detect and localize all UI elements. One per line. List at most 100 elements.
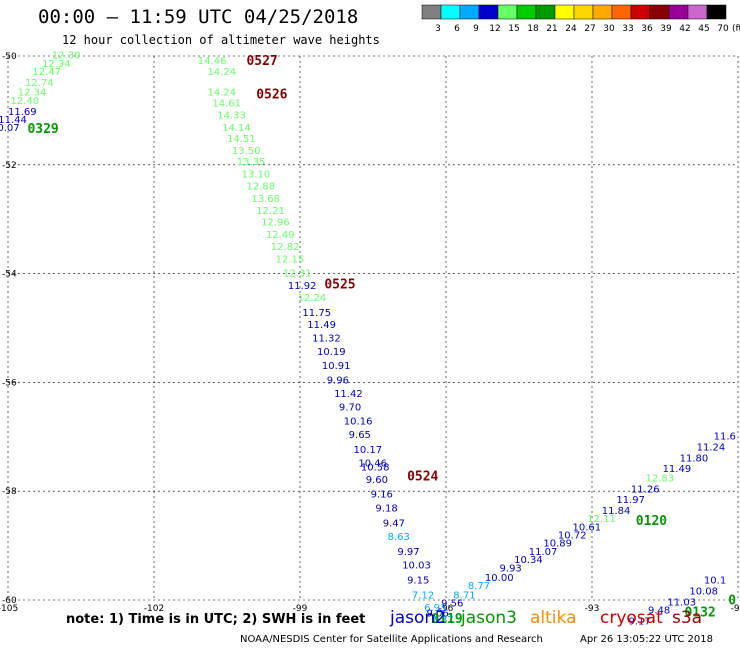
wave-height-label: 8.63: [388, 532, 410, 543]
colorbar-label: 70: [717, 24, 729, 34]
wave-height-label: 11.42: [334, 389, 363, 400]
wave-height-label: 9.56: [441, 599, 463, 610]
wave-height-label: 9.70: [339, 403, 361, 414]
wave-height-label: 14.14: [222, 123, 251, 134]
wave-height-label: 11.92: [288, 281, 317, 292]
colorbar-swatch: [668, 4, 689, 20]
chart-title: 00:00 – 11:59 UTC 04/25/2018: [38, 6, 359, 28]
pass-time-label: 0120: [636, 514, 667, 529]
wave-height-label: 10.89: [543, 539, 572, 550]
colorbar-unit: (ft): [732, 24, 740, 34]
chart-subtitle: 12 hour collection of altimeter wave hei…: [62, 33, 380, 47]
wave-height-label: 11.49: [307, 320, 336, 331]
wave-height-label: 11.07: [529, 547, 558, 558]
y-tick-label: -54: [2, 270, 17, 280]
wave-height-label: 9.15: [407, 576, 429, 587]
colorbar-swatch: [687, 4, 708, 20]
wave-height-label: 12.83: [646, 473, 675, 484]
colorbar-label: 9: [473, 24, 479, 34]
x-tick-label: -105: [0, 604, 18, 614]
colorbar-label: 27: [584, 24, 595, 34]
grid-lines: [7, 55, 739, 601]
wave-height-label: 10.72: [558, 531, 587, 542]
colorbar-label: 36: [641, 24, 653, 34]
y-tick-label: -52: [2, 161, 17, 171]
wave-height-label: 10.08: [689, 587, 718, 598]
wave-height-label: 14.46: [198, 56, 227, 67]
colorbar-swatch: [573, 4, 594, 20]
colorbar-label: 42: [679, 24, 690, 34]
wave-height-label: 10.03: [402, 560, 431, 571]
colorbar-swatch: [592, 4, 613, 20]
wave-height-label: 12.30: [52, 51, 81, 62]
wave-height-label: 11.32: [312, 334, 341, 345]
data-points: 12.3012.3412.4712.7412.3412.4011.6911.44…: [0, 51, 736, 628]
wave-height-label: 9.06: [427, 608, 449, 619]
colorbar-label: 21: [546, 24, 557, 34]
wave-height-label: 9.93: [500, 564, 522, 575]
wave-height-label: 12.88: [246, 181, 275, 192]
colorbar-label: 33: [622, 24, 633, 34]
legend-satellite-jason3: jason3: [461, 608, 517, 628]
wave-height-label: 10.1: [704, 576, 726, 587]
wave-height-label: 10.46: [358, 459, 387, 470]
wave-height-label: 13.50: [232, 146, 261, 157]
wave-height-label: 11.24: [697, 442, 726, 453]
colorbar-swatch: [649, 4, 670, 20]
wave-height-label: 14.24: [208, 88, 237, 99]
pass-time-label: 0119: [431, 612, 462, 627]
colorbar-label: 6: [454, 24, 460, 34]
wave-height-label: 11.49: [663, 464, 692, 475]
wave-height-label: 11.69: [8, 107, 37, 118]
wave-height-label: 13.10: [242, 169, 271, 180]
wave-height-label: 10.16: [344, 416, 373, 427]
pass-time-labels: 0527 0526 0329 0525 0524 0119 0120 0132 0: [27, 54, 736, 627]
wave-height-label: 10.00: [485, 573, 514, 584]
wave-height-label: 10.34: [514, 555, 543, 566]
wave-height-label: 12.34: [42, 59, 71, 70]
colorbar-swatch: [535, 4, 556, 20]
pass-time-label: 0525: [324, 277, 355, 292]
colorbar-swatch: [611, 4, 632, 20]
wave-height-label: 11.97: [616, 495, 645, 506]
wave-height-label: 12.74: [25, 78, 54, 89]
y-tick-label: -60: [2, 596, 17, 606]
colorbar-swatch: [478, 4, 499, 20]
wave-height-label: 12.96: [261, 218, 290, 229]
wave-height-label: 8.77: [468, 581, 490, 592]
wave-height-label: 12.31: [283, 268, 312, 279]
wave-height-label: 9.60: [366, 475, 388, 486]
colorbar-label: 12: [489, 24, 500, 34]
legend-satellite-s3a: s3a: [672, 608, 703, 628]
wave-height-label: 9.17: [629, 616, 651, 627]
wave-height-label: 14.33: [217, 111, 246, 122]
wave-height-label: 13.35: [237, 157, 266, 168]
colorbar-label: 39: [660, 24, 672, 34]
wave-height-label: 10.61: [573, 522, 602, 533]
pass-time-label: 0329: [27, 122, 58, 137]
wave-height-label: 8.87: [431, 615, 453, 626]
pass-time-label: 0132: [684, 605, 715, 620]
colorbar-swatch: [554, 4, 575, 20]
x-tick-label: -102: [144, 604, 164, 614]
wave-height-label: 12.82: [271, 242, 300, 253]
legend-satellite-altika: altika: [530, 608, 577, 628]
wave-height-label: 12.40: [10, 96, 39, 107]
wave-height-label: 11.44: [0, 115, 27, 126]
colorbar-swatch: [630, 4, 651, 20]
colorbar-swatch: [440, 4, 461, 20]
wave-height-label: 14.61: [212, 99, 241, 110]
colorbar-swatch: [459, 4, 480, 20]
tick-labels: -105 -102 -99 -96 -93 -90 -50 -52 -54 -56 -58 -60: [0, 52, 740, 614]
wave-height-label: 9.16: [371, 490, 393, 501]
wave-height-label: 9.65: [349, 430, 371, 441]
wave-height-label: 10.91: [322, 361, 351, 372]
colorbar-label: 15: [508, 24, 519, 34]
colorbar-label: 24: [565, 24, 577, 34]
wave-height-label: 9.96: [327, 375, 349, 386]
colorbar-swatch: [421, 4, 442, 20]
wave-height-label: 12.11: [587, 514, 616, 525]
wave-height-label: 12.24: [298, 293, 327, 304]
wave-height-label: 11.26: [631, 484, 660, 495]
